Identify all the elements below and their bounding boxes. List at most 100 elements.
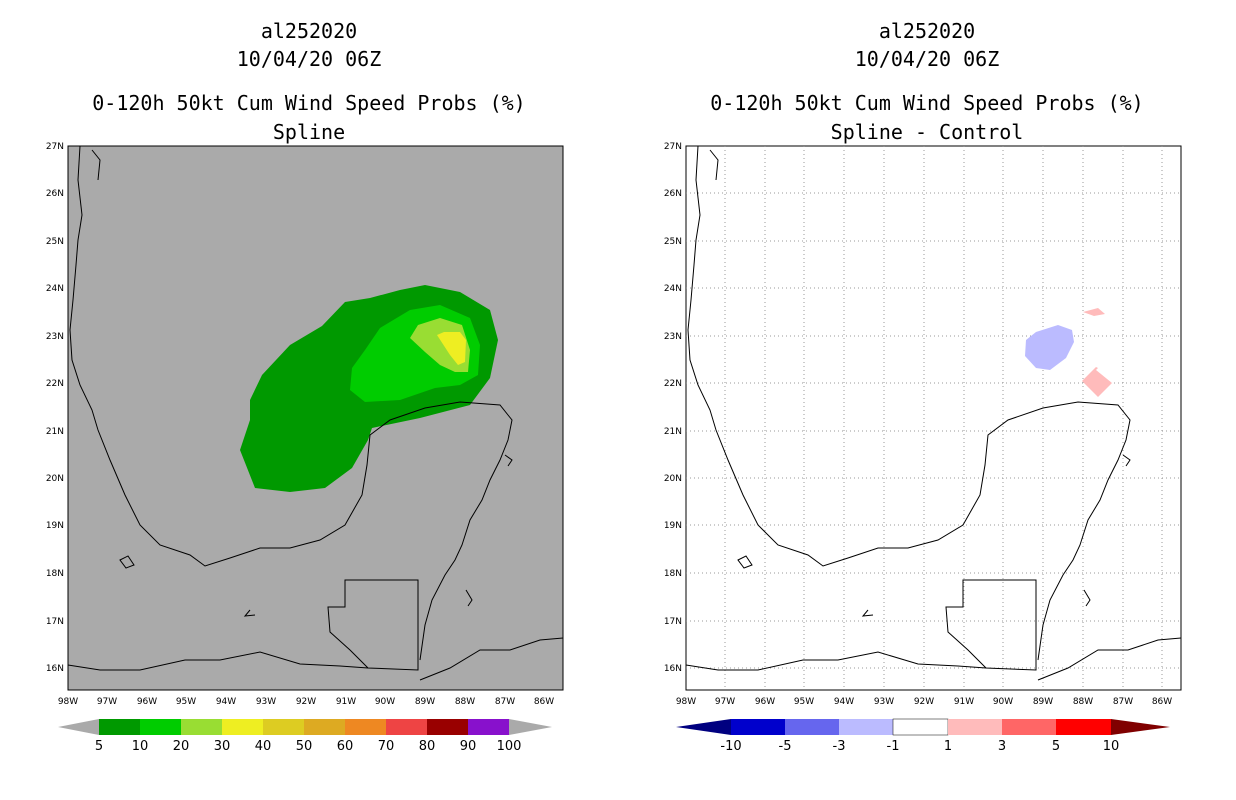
- lat-label: 27N: [664, 142, 682, 152]
- colorbar-swatch: [222, 719, 263, 735]
- colorbar-swatch: [1002, 719, 1056, 735]
- lon-label: 89W: [1033, 697, 1053, 707]
- lat-label: 25N: [46, 237, 64, 247]
- colorbar-swatch: [304, 719, 345, 735]
- lat-label: 24N: [664, 284, 682, 294]
- colorbar-over-arrow: [1111, 719, 1170, 735]
- colorbar-label: 3: [998, 739, 1006, 754]
- colorbar: -10 -5 -3 -1 1 3 5 10: [676, 718, 1170, 754]
- lon-label: 88W: [455, 697, 475, 707]
- product-title: 0-120h 50kt Cum Wind Speed Probs (%): [710, 91, 1144, 115]
- colorbar-swatch: [785, 719, 839, 735]
- colorbar-label: 30: [214, 739, 231, 754]
- colorbar-label: 80: [419, 739, 436, 754]
- lon-label: 90W: [993, 697, 1013, 707]
- lon-label: 91W: [336, 697, 356, 707]
- lon-label: 97W: [97, 697, 117, 707]
- colorbar-under-arrow: [676, 719, 731, 735]
- colorbar-under-arrow: [58, 719, 99, 735]
- positive-diff-area: [1083, 308, 1105, 316]
- colorbar-label: 100: [497, 739, 522, 754]
- colorbar-swatch: [948, 719, 1002, 735]
- colorbar-label: -5: [779, 739, 792, 754]
- lat-label: 18N: [664, 569, 682, 579]
- colorbar-label: 90: [460, 739, 477, 754]
- lat-label: 25N: [664, 237, 682, 247]
- lat-label: 23N: [664, 332, 682, 342]
- colorbar-label: 10: [132, 739, 149, 754]
- lon-label: 94W: [216, 697, 236, 707]
- lon-label: 87W: [1113, 697, 1133, 707]
- difference-contours: [1025, 308, 1112, 397]
- lon-label: 86W: [534, 697, 554, 707]
- lat-label: 20N: [46, 474, 64, 484]
- colorbar-over-arrow: [509, 719, 552, 735]
- lon-label: 96W: [755, 697, 775, 707]
- lat-label: 20N: [664, 474, 682, 484]
- colorbar-label: 10: [1103, 739, 1120, 754]
- lon-label: 95W: [794, 697, 814, 707]
- colorbar-swatch: [731, 719, 785, 735]
- lon-label: 89W: [415, 697, 435, 707]
- right-map-panel: al252020 10/04/20 06Z 0-120h 50kt Cum Wi…: [618, 0, 1236, 800]
- colorbar-label: 5: [95, 739, 103, 754]
- lat-label: 26N: [46, 189, 64, 199]
- lat-label: 16N: [664, 664, 682, 674]
- datetime: 10/04/20 06Z: [854, 47, 1000, 71]
- lat-label: 18N: [46, 569, 64, 579]
- colorbar-label: 40: [255, 739, 272, 754]
- lon-label: 94W: [834, 697, 854, 707]
- left-map: 27N 26N 25N 24N 23N 22N 21N 20N 19N 18N …: [46, 142, 564, 754]
- lon-label: 97W: [715, 697, 735, 707]
- colorbar-label: -10: [720, 739, 741, 754]
- subtitle: Spline - Control: [830, 120, 1024, 144]
- product-title: 0-120h 50kt Cum Wind Speed Probs (%): [92, 91, 526, 115]
- lon-label: 98W: [676, 697, 696, 707]
- colorbar-swatch: [99, 719, 140, 735]
- colorbar-label: 50: [296, 739, 313, 754]
- colorbar-label: 70: [378, 739, 395, 754]
- lon-axis: 98W 97W 96W 95W 94W 93W 92W 91W 90W 89W …: [676, 697, 1172, 707]
- lon-axis: 98W 97W 96W 95W 94W 93W 92W 91W 90W 89W …: [58, 697, 554, 707]
- lon-label: 98W: [58, 697, 78, 707]
- left-map-panel: al252020 10/04/20 06Z 0-120h 50kt Cum Wi…: [46, 19, 564, 754]
- coastlines: [685, 145, 1182, 681]
- lat-label: 26N: [664, 189, 682, 199]
- colorbar-label: 1: [944, 739, 952, 754]
- lat-label: 21N: [664, 427, 682, 437]
- prob-contour-30: [437, 332, 466, 365]
- colorbar-swatch: [427, 719, 468, 735]
- lat-label: 22N: [46, 379, 64, 389]
- negative-diff-area: [1025, 325, 1074, 370]
- lat-label: 17N: [664, 617, 682, 627]
- right-map: 27N 26N 25N 24N 23N 22N 21N 20N 19N 18N …: [664, 142, 1182, 754]
- lat-label: 22N: [664, 379, 682, 389]
- lat-label: 21N: [46, 427, 64, 437]
- lon-label: 86W: [1152, 697, 1172, 707]
- lon-label: 87W: [495, 697, 515, 707]
- colorbar-swatch: [892, 718, 949, 736]
- datetime: 10/04/20 06Z: [236, 47, 382, 71]
- lon-label: 92W: [296, 697, 316, 707]
- colorbar-swatch: [140, 719, 181, 735]
- colorbar-swatch: [839, 719, 893, 735]
- probability-contours: [240, 285, 498, 492]
- lon-label: 91W: [954, 697, 974, 707]
- lon-label: 92W: [914, 697, 934, 707]
- colorbar-label: -3: [833, 739, 846, 754]
- lat-label: 23N: [46, 332, 64, 342]
- lat-label: 24N: [46, 284, 64, 294]
- colorbar-swatch: [263, 719, 304, 735]
- lon-label: 96W: [137, 697, 157, 707]
- lon-label: 88W: [1073, 697, 1093, 707]
- colorbar-label: 20: [173, 739, 190, 754]
- lat-label: 19N: [664, 521, 682, 531]
- colorbar-swatch: [345, 719, 386, 735]
- lat-label: 16N: [46, 664, 64, 674]
- colorbar: 5 10 20 30 40 50 60 70 80 90 100: [58, 719, 552, 754]
- lat-label: 27N: [46, 142, 64, 152]
- storm-id: al252020: [260, 19, 358, 43]
- subtitle: Spline: [272, 120, 346, 144]
- lon-label: 95W: [176, 697, 196, 707]
- colorbar-label: 60: [337, 739, 354, 754]
